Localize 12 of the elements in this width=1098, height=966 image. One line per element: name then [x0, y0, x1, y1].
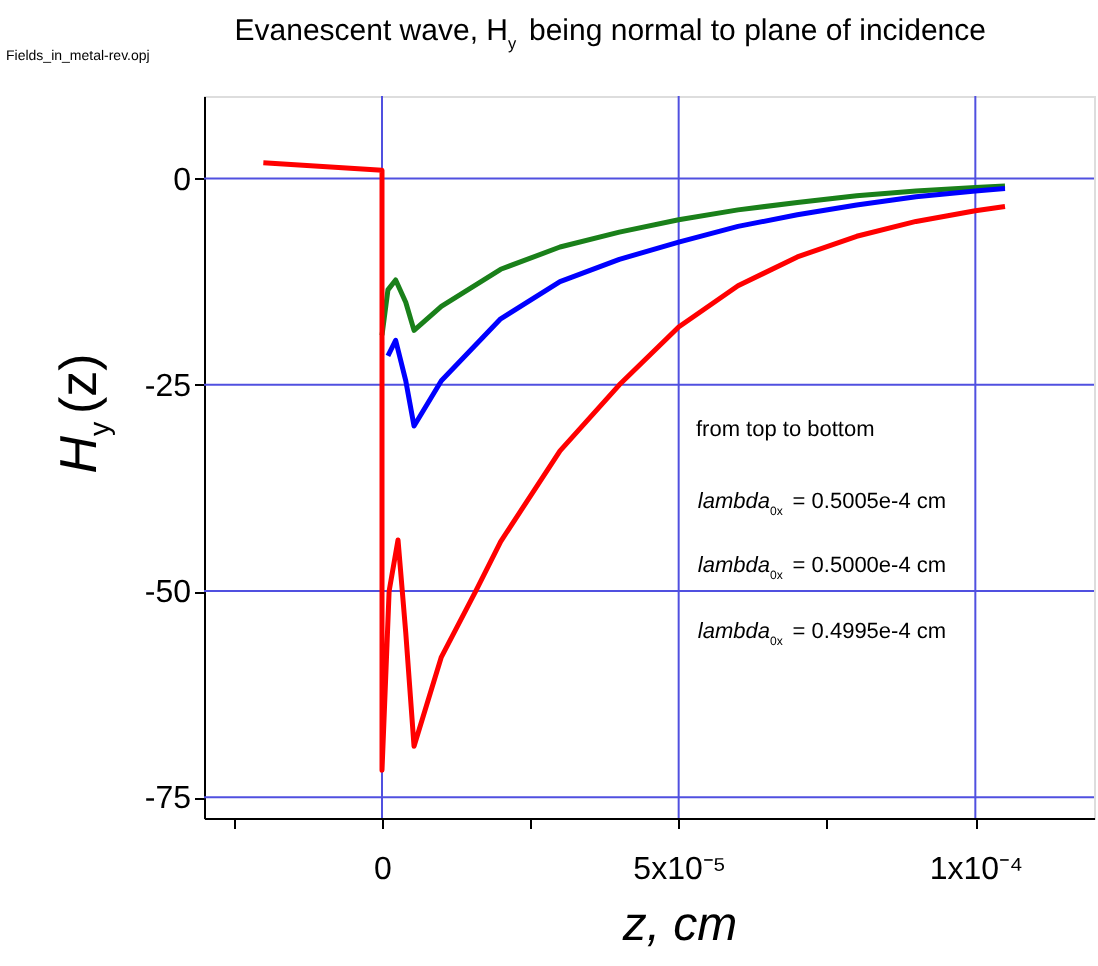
y-tick-label: 0: [173, 163, 192, 198]
x-tick-label: 1x10⁻⁴: [929, 853, 1024, 887]
y-tick-label: -25: [144, 369, 192, 404]
y-tick-label: -50: [144, 576, 192, 611]
x-tick-label: 0: [374, 853, 393, 887]
x-axis-title: z, cm: [620, 898, 738, 952]
line-series: [260, 160, 1008, 773]
x-tick-label: 5x10⁻⁵: [633, 853, 726, 887]
line-series: [379, 183, 1008, 338]
y-axis-title: Hy(z): [48, 353, 117, 474]
annotation: from top to bottom: [696, 418, 875, 442]
y-tick-label: -75: [144, 782, 192, 817]
